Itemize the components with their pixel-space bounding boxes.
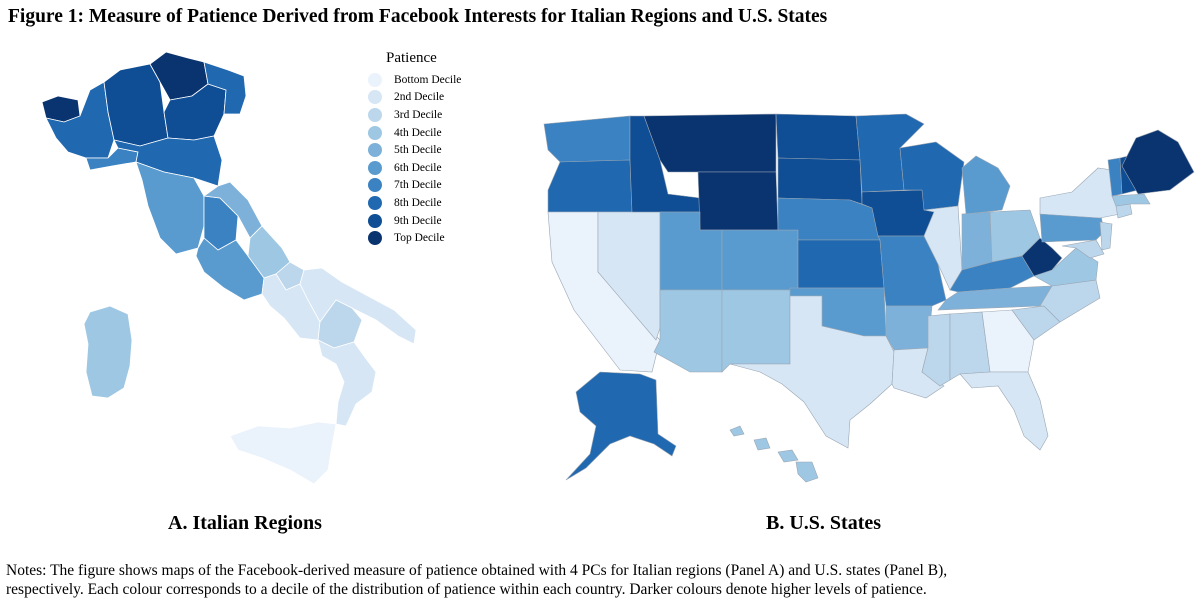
panel-b-label: B. U.S. States [766,512,882,534]
region-veneto [163,83,227,141]
state-ny [1039,167,1121,219]
legend-label: 7th Decile [394,179,442,192]
legend-item: Top Decile [368,229,461,247]
legend-label: 2nd Decile [394,91,445,104]
legend-swatch [368,231,382,246]
state-hi [729,425,819,483]
state-wv [1021,237,1063,277]
state-md [1061,239,1105,259]
state-ct [1115,203,1133,219]
state-nj [1099,221,1113,251]
state-or [547,159,633,213]
legend: Bottom Decile 2nd Decile 3rd Decile 4th Dec… [368,71,461,247]
region-friuli [203,61,247,115]
legend-swatch [368,90,382,105]
legend-label: 9th Decile [394,214,442,227]
region-piedmont [45,81,115,159]
legend-label: Top Decile [394,232,445,245]
figure-title: Figure 1: Measure of Patience Derived fr… [8,6,828,27]
region-sicily [229,421,337,485]
legend-label: 3rd Decile [394,108,443,121]
legend-item: 3rd Decile [368,106,461,124]
italy-map [41,51,417,485]
legend-item: 2nd Decile [368,89,461,107]
legend-label: 6th Decile [394,161,442,174]
notes-line-1: Notes: The figure shows maps of the Face… [6,562,948,579]
state-ma [1111,193,1151,207]
state-wa [543,115,631,163]
state-fl [959,371,1049,451]
legend-swatch [368,72,382,87]
state-az [653,289,723,373]
legend-swatch [368,160,382,175]
state-nd [775,113,861,161]
legend-item: 8th Decile [368,194,461,212]
legend-item: 5th Decile [368,141,461,159]
legend-swatch [368,195,382,210]
legend-item: 4th Decile [368,124,461,142]
state-co [721,229,799,291]
region-calabria [317,339,377,427]
state-ks [797,239,885,289]
legend-swatch [368,143,382,158]
state-ar [885,305,933,351]
notes-line-2: respectively. Each colour corresponds to… [6,581,927,598]
state-in [961,211,993,271]
state-mi [961,155,1011,215]
region-sardinia [83,305,133,399]
state-sd [777,157,863,205]
legend-item: 9th Decile [368,212,461,230]
state-wy [697,171,779,231]
legend-item: 7th Decile [368,177,461,195]
panel-a-label: A. Italian Regions [168,512,322,534]
state-tx [729,295,895,449]
state-il [923,205,963,291]
legend-swatch [368,125,382,140]
state-ga [981,309,1035,373]
state-mt [643,113,777,173]
legend-label: Bottom Decile [394,73,462,86]
legend-label: 5th Decile [394,144,442,157]
figure-notes: Notes: The figure shows maps of the Face… [6,561,1191,599]
legend-swatch [368,107,382,122]
legend-title: Patience [386,50,437,66]
legend-label: 4th Decile [394,126,442,139]
usa-map [543,113,1195,483]
legend-item: 6th Decile [368,159,461,177]
legend-label: 8th Decile [394,196,442,209]
legend-swatch [368,178,382,193]
state-nm [721,289,791,373]
legend-swatch [368,213,382,228]
state-me [1121,129,1195,195]
state-ak [565,371,677,481]
legend-item: Bottom Decile [368,71,461,89]
